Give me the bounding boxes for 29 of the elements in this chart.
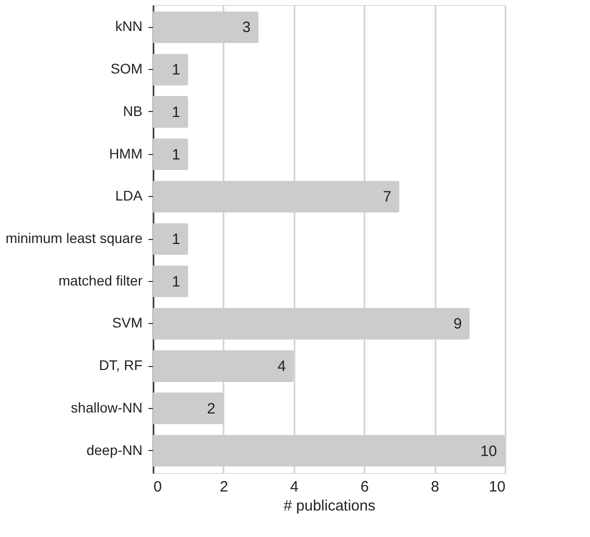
- data-label: 2: [207, 400, 216, 418]
- data-label: 1: [172, 104, 180, 121]
- y-tick-label: deep-NN: [86, 442, 142, 458]
- x-tick-label: 6: [360, 478, 369, 496]
- x-tick-label: 2: [220, 478, 228, 496]
- x-tick-label: 4: [290, 478, 298, 496]
- x-axis-title: # publications: [284, 498, 376, 514]
- data-label: 4: [277, 358, 286, 376]
- x-tick-label: 0: [154, 478, 162, 496]
- data-label: 7: [383, 188, 392, 206]
- y-tick-label: NB: [123, 102, 142, 119]
- y-tick-label: minimum least square: [6, 230, 143, 246]
- y-tick-label: matched filter: [58, 272, 143, 288]
- data-label: 10: [480, 442, 497, 460]
- data-label: 9: [453, 316, 462, 333]
- x-tick-label: 10: [488, 478, 506, 496]
- data-label: 1: [172, 62, 180, 79]
- y-tick-label: SOM: [110, 60, 142, 77]
- data-label: 3: [242, 19, 251, 36]
- data-label: 1: [172, 146, 180, 164]
- data-label: 1: [172, 231, 180, 248]
- y-tick-label: LDA: [115, 188, 144, 204]
- y-tick-label: shallow-NN: [70, 399, 142, 416]
- data-label: 1: [172, 273, 180, 290]
- y-tick-label: DT, RF: [98, 357, 142, 374]
- y-tick-label: HMM: [109, 145, 142, 162]
- x-tick-label: 8: [430, 478, 440, 496]
- y-tick-label: kNN: [115, 18, 142, 34]
- y-tick-label: SVM: [112, 314, 142, 331]
